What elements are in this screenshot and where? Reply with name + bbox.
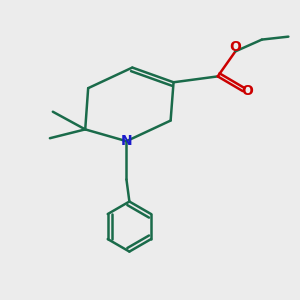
Text: O: O [230,40,241,54]
Text: N: N [121,134,132,148]
Text: O: O [241,84,253,98]
